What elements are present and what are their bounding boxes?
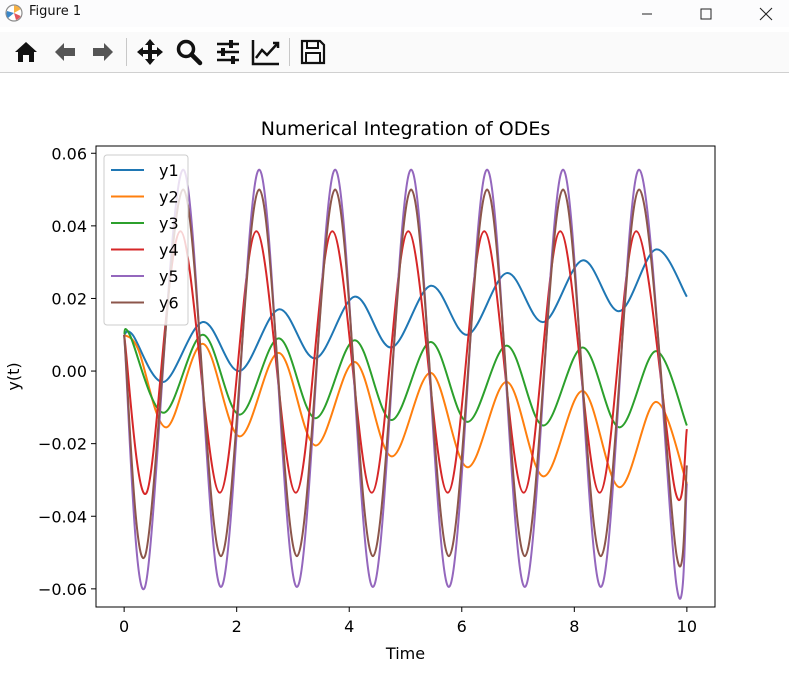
y-tick-label: 0.00 [51, 362, 87, 381]
floppy-disk-icon [300, 39, 326, 65]
legend: y1 y2 y3 y4 y5 y6 [103, 154, 189, 326]
y-tick-label: 0.02 [51, 289, 87, 308]
home-button[interactable] [10, 35, 42, 69]
x-tick-label: 10 [677, 617, 697, 636]
series-line-y5 [123, 168, 688, 600]
back-button[interactable] [49, 35, 81, 69]
sliders-icon [217, 40, 239, 64]
x-axis-label: Time [385, 644, 425, 663]
trend-chart-icon [251, 40, 280, 66]
home-icon [15, 42, 37, 62]
navigation-toolbar [0, 32, 789, 73]
legend-label-y4: y4 [159, 241, 179, 260]
zoom-icon [176, 39, 203, 66]
minimize-icon [642, 13, 652, 14]
y-axis: −0.06 −0.04 −0.02 0.00 0.02 0.04 0.06 [38, 144, 96, 599]
legend-label-y6: y6 [159, 294, 179, 313]
x-tick-label: 2 [232, 617, 242, 636]
x-tick-label: 8 [569, 617, 579, 636]
minimize-button[interactable] [624, 0, 670, 27]
arrow-right-icon [93, 43, 113, 61]
series-line-y4 [123, 230, 688, 502]
move-icon [137, 39, 163, 65]
y-axis-label: y(t) [4, 362, 23, 390]
forward-button[interactable] [87, 35, 119, 69]
plot-frame [95, 145, 716, 608]
zoom-button[interactable] [173, 35, 205, 69]
save-button[interactable] [297, 35, 329, 69]
close-icon [759, 7, 773, 20]
series-line-y1 [123, 248, 688, 383]
arrow-left-icon [55, 43, 75, 61]
pan-button[interactable] [134, 35, 166, 69]
toolbar-separator [126, 38, 127, 66]
y-tick-label: −0.04 [38, 507, 87, 526]
legend-label-y2: y2 [159, 188, 179, 207]
close-button[interactable] [743, 0, 789, 27]
window-title: Figure 1 [29, 4, 82, 19]
x-tick-label: 0 [119, 617, 129, 636]
legend-label-y5: y5 [159, 267, 179, 286]
window-titlebar: Figure 1 [0, 0, 789, 27]
series-line-y2 [123, 333, 688, 489]
edit-axes-button[interactable] [250, 35, 282, 69]
legend-label-y3: y3 [159, 214, 179, 233]
line-chart: Numerical Integration of ODEs 0 2 4 6 8 10 −0… [4, 118, 716, 663]
y-tick-label: 0.04 [51, 217, 87, 236]
toolbar-separator [289, 38, 290, 66]
x-axis: 0 2 4 6 8 10 [119, 607, 697, 636]
figure-canvas[interactable]: Numerical Integration of ODEs 0 2 4 6 8 10 −0… [0, 73, 789, 673]
series-line-y6 [123, 188, 688, 568]
series-line-y3 [123, 328, 688, 429]
x-tick-label: 4 [344, 617, 354, 636]
chart-title: Numerical Integration of ODEs [261, 118, 551, 140]
legend-label-y1: y1 [159, 161, 179, 180]
subplots-button[interactable] [212, 35, 244, 69]
series-layer [123, 168, 688, 600]
y-tick-label: −0.02 [38, 435, 87, 454]
y-tick-label: −0.06 [38, 580, 87, 599]
maximize-icon [700, 8, 712, 19]
y-tick-label: 0.06 [51, 144, 87, 163]
app-icon [5, 4, 23, 22]
maximize-button[interactable] [683, 0, 729, 27]
x-tick-label: 6 [457, 617, 467, 636]
